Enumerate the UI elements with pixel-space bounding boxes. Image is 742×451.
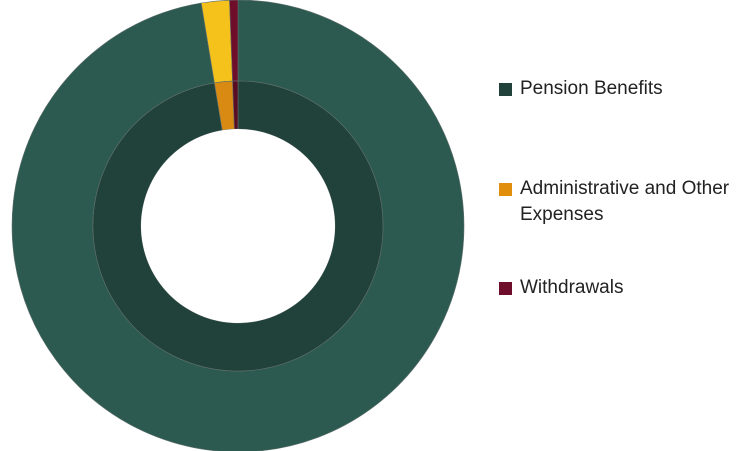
legend-swatch-pension-benefits <box>499 83 512 96</box>
doughnut-hole <box>141 129 335 323</box>
legend-item-withdrawals: Withdrawals <box>499 275 623 301</box>
legend-label-pension-benefits: Pension Benefits <box>520 78 663 99</box>
legend-swatch-administrative-expenses <box>499 183 512 196</box>
legend-label-withdrawals: Withdrawals <box>520 277 624 298</box>
doughnut-chart <box>11 0 465 451</box>
legend-label-administrative-expenses: Administrative and Other Expenses <box>520 178 730 225</box>
legend-item-pension-benefits: Pension Benefits <box>499 76 663 102</box>
legend-swatch-withdrawals <box>499 282 512 295</box>
legend-item-administrative-expenses: Administrative and Other Expenses <box>499 176 739 228</box>
